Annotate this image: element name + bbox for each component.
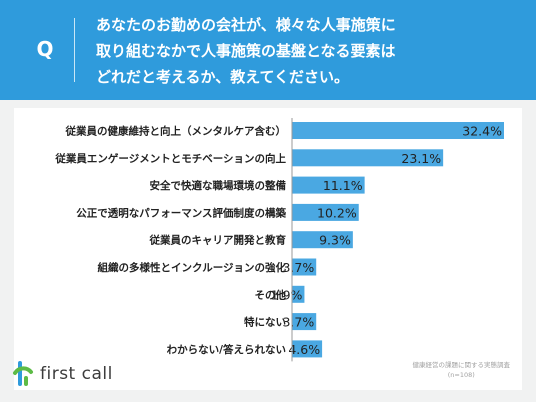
bar (292, 176, 365, 194)
question-line-1: あなたのお勤めの会社が、様々な人事施策に (96, 16, 396, 34)
bar (292, 258, 317, 276)
category-label: その他 (255, 288, 287, 301)
value-label: 23.1% (401, 151, 441, 166)
question-mark: Q (36, 37, 54, 61)
first-call-logo: first call (12, 360, 113, 388)
bar (292, 285, 305, 303)
bar (292, 149, 444, 167)
logo-cross-icon (13, 361, 33, 386)
question-header: Q あなたのお勤めの会社が、様々な人事施策に 取り組むなかで人事施策の基盤となる… (0, 0, 536, 100)
chart-panel: 従業員の健康維持と向上（メンタルケア含む） 32.4% 従業員エンゲージメントとモチ… (14, 108, 522, 390)
category-label: 従業員の健康維持と向上（メンタルケア含む） (65, 125, 287, 138)
question-text: あなたのお勤めの会社が、様々な人事施策に 取り組むなかで人事施策の基盤となる要素… (96, 12, 526, 90)
bar (292, 122, 504, 139)
bar (292, 340, 323, 358)
value-label: 4.6% (288, 342, 320, 357)
value-label: 10.2% (317, 205, 357, 220)
source-title: 健康経営の課題に関する実態調査 (412, 361, 511, 369)
category-label: わからない/答えられない (167, 343, 286, 356)
logo-text: first call (40, 364, 113, 384)
value-label: 1.9% (271, 287, 303, 302)
sample-size: (n=108) (447, 371, 475, 379)
category-label: 特にない (244, 316, 286, 329)
bar (292, 313, 317, 331)
question-line-3: どれだと考えるか、教えてください。 (96, 68, 350, 86)
bar-chart: 従業員の健康維持と向上（メンタルケア含む） 32.4% 従業員エンゲージメントとモチ… (54, 118, 504, 362)
value-label: 9.3% (319, 233, 351, 248)
source-note: 健康経営の課題に関する実態調査 (n=108) (413, 360, 511, 380)
category-label: 従業員エンゲージメントとモチベーションの向上 (54, 152, 286, 165)
bar (292, 231, 353, 249)
category-label: 安全で快適な職場環境の整備 (150, 179, 287, 192)
category-label: 公正で透明なパフォーマンス評価制度の構築 (76, 206, 286, 219)
value-label: 3.7% (282, 260, 314, 275)
question-line-2: 取り組むなかで人事施策の基盤となる要素は (96, 42, 396, 60)
header-divider (74, 18, 75, 82)
category-label: 組織の多様性とインクルージョンの強化 (98, 261, 287, 274)
bar (292, 203, 359, 221)
category-label: 従業員のキャリア開発と教育 (149, 234, 287, 247)
value-label: 32.4% (462, 124, 502, 139)
value-label: 3.7% (282, 315, 314, 330)
value-label: 11.1% (323, 178, 363, 193)
